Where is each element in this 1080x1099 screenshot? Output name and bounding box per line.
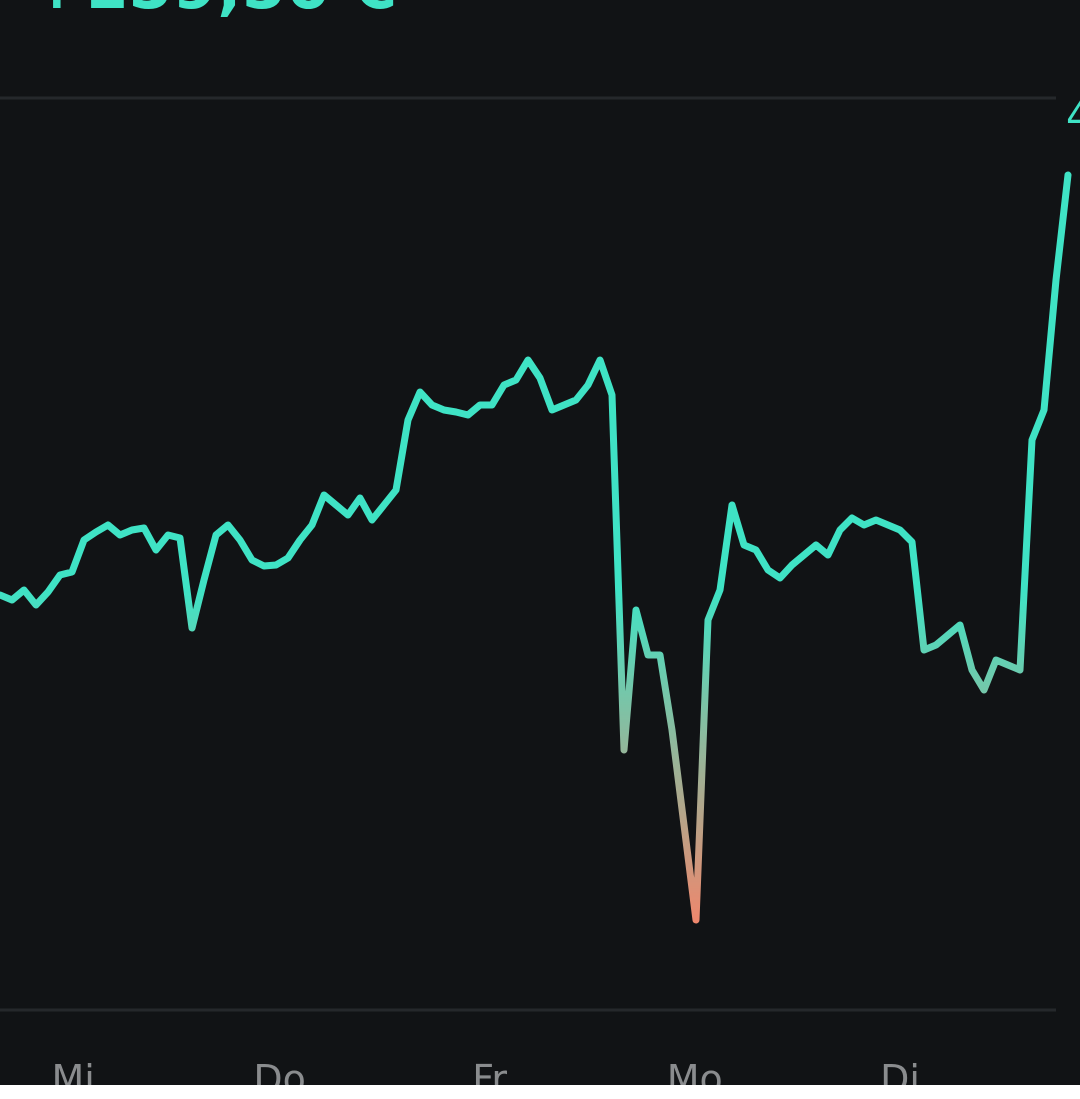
gain-value: +159,50 € <box>30 0 397 24</box>
x-tick-label: Di <box>880 1057 920 1085</box>
high-label: 4 <box>1066 94 1080 140</box>
x-tick-label: Fr <box>472 1057 507 1085</box>
price-line <box>0 171 1072 924</box>
x-tick-label: Do <box>253 1057 306 1085</box>
x-tick-label: Mi <box>52 1057 95 1085</box>
x-tick-label: Mo <box>667 1057 723 1085</box>
